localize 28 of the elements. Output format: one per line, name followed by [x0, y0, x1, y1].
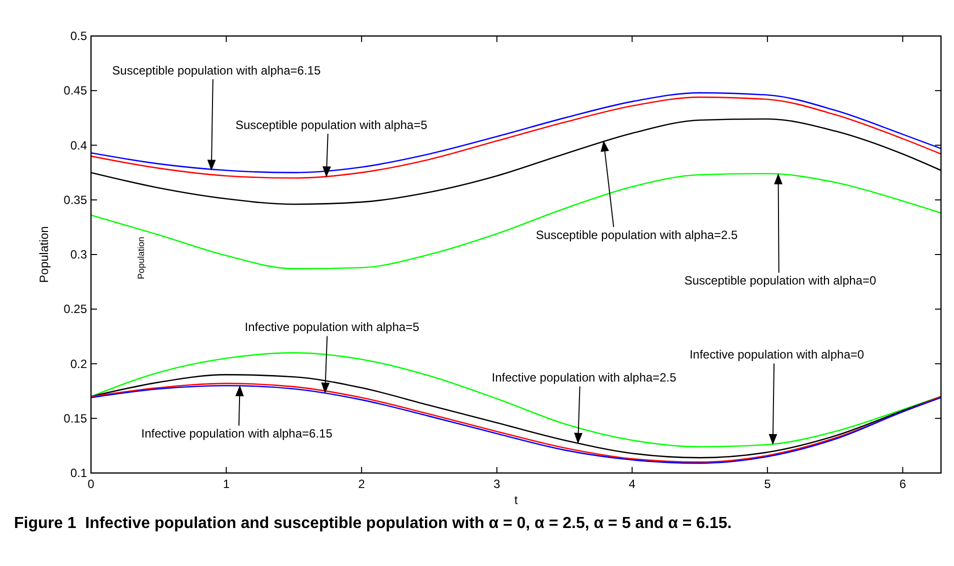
caption: Figure 1 Infective population and susceptible population with α = 0, α = 2.5, α = 5 and α = 6.15.	[14, 515, 732, 532]
annotation: Susceptible population with alpha=2.5	[536, 228, 738, 242]
x-tick-label: 1	[222, 477, 230, 491]
annotation: Susceptible population with alpha=0	[684, 274, 876, 288]
annotation: Susceptible population with alpha=6.15	[112, 63, 321, 78]
annotation: Infective population with alpha=0	[690, 348, 864, 362]
y-tick-label: 0.15	[64, 411, 88, 426]
annotation: Population	[136, 236, 146, 280]
x-tick-label: 2	[358, 477, 366, 491]
y-axis-title: Population	[37, 226, 51, 283]
y-tick-label: 0.2	[70, 356, 88, 371]
annotation: Infective population with alpha=2.5	[492, 370, 677, 384]
y-tick-label: 0.35	[64, 192, 88, 207]
y-tick-label: 0.25	[64, 302, 88, 316]
annotation: Infective population with alpha=6.15	[141, 426, 333, 441]
y-tick-label: 0.3	[70, 248, 88, 262]
x-tick-label: 3	[494, 477, 501, 491]
x-tick-label: 5	[764, 477, 772, 491]
y-tick-label: 0.1	[70, 466, 88, 480]
annotation: Infective population with alpha=5	[244, 320, 420, 334]
x-tick-label: 0	[88, 477, 95, 491]
y-tick-label: 0.4	[70, 138, 88, 152]
y-tick-label: 0.5	[70, 29, 88, 43]
x-axis-title: t	[514, 493, 518, 507]
y-tick-label: 0.45	[64, 84, 88, 98]
x-tick-label: 4	[628, 477, 636, 491]
x-tick-label: 6	[899, 477, 906, 491]
annotation: Susceptible population with alpha=5	[235, 118, 428, 132]
